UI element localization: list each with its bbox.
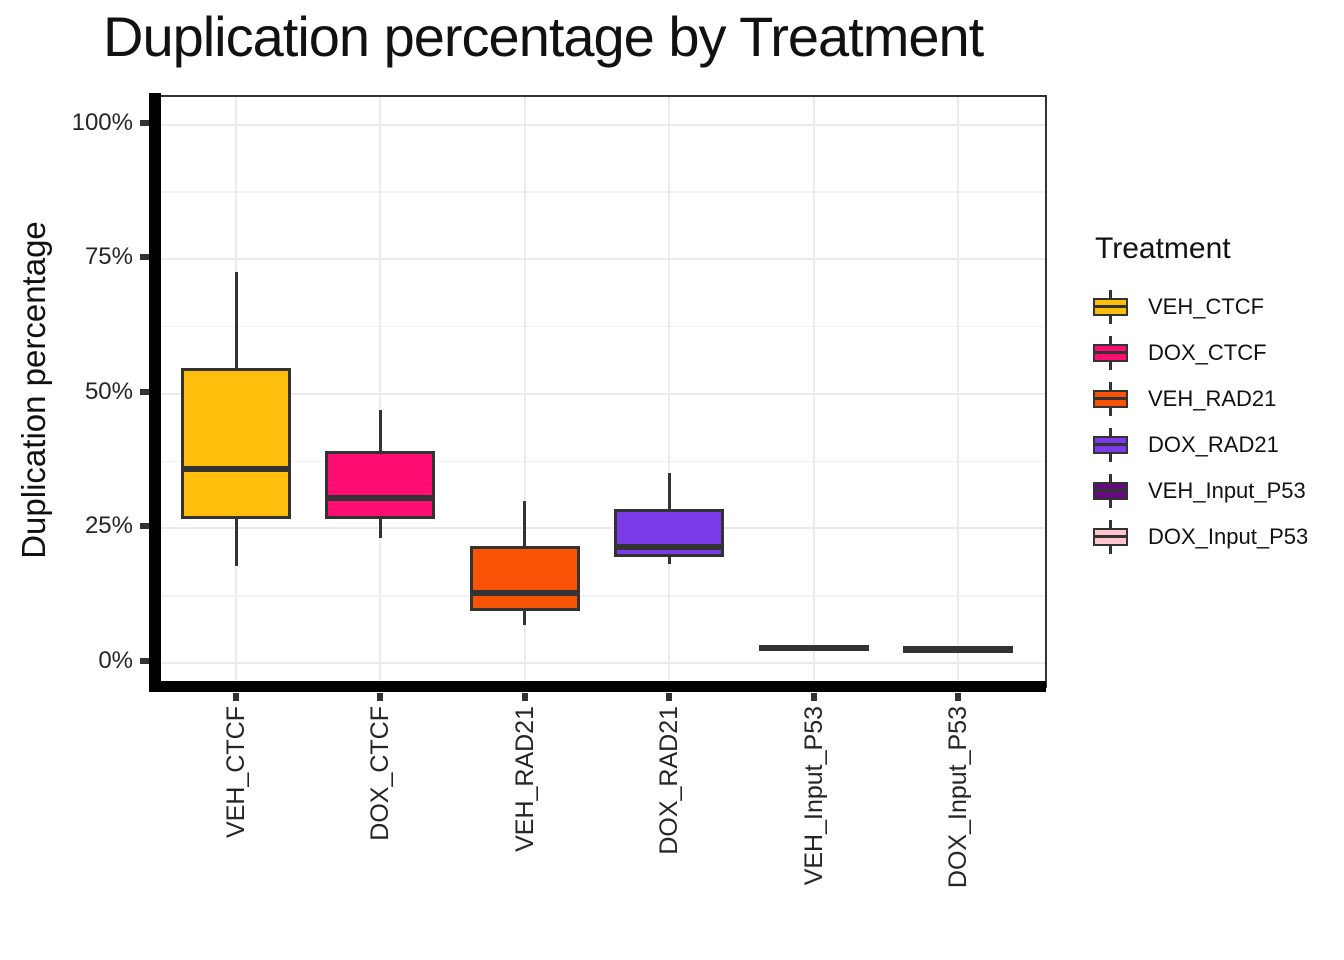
- legend-item-label: DOX_CTCF: [1148, 340, 1267, 365]
- legend-key-median: [1095, 443, 1126, 446]
- major-gridline: [161, 123, 1045, 126]
- vertical-gridline: [957, 97, 959, 688]
- legend-item-label: VEH_RAD21: [1148, 386, 1277, 411]
- major-gridline: [161, 527, 1045, 530]
- major-gridline: [161, 258, 1045, 261]
- y-tick-mark: [140, 119, 149, 126]
- vertical-gridline: [812, 97, 815, 688]
- box-rect: [469, 545, 580, 611]
- legend-key-boxplot-icon: [1093, 474, 1128, 508]
- x-tick-mark: [666, 693, 673, 701]
- legend-key-boxplot-icon: [1093, 290, 1128, 324]
- minor-gridline: [161, 325, 1045, 328]
- legend-item-label: VEH_Input_P53: [1148, 478, 1306, 503]
- y-tick-label: 50%: [84, 377, 133, 405]
- x-tick-mark: [377, 693, 384, 701]
- major-gridline: [161, 662, 1045, 664]
- y-axis-line: [149, 93, 161, 692]
- x-tick-mark: [955, 693, 961, 701]
- x-tick-label: VEH_Input_P53: [799, 706, 828, 886]
- box-median: [325, 495, 436, 502]
- box-median: [614, 544, 725, 551]
- vertical-gridline: [523, 97, 526, 688]
- y-tick-label: 0%: [98, 647, 133, 674]
- y-tick-mark: [140, 658, 149, 664]
- box-rect: [181, 368, 291, 520]
- x-tick-label: DOX_Input_P53: [944, 706, 972, 889]
- legend-key-boxplot-icon: [1093, 428, 1128, 462]
- chart-title: Duplication percentage by Treatment: [103, 5, 984, 68]
- y-tick-label: 25%: [84, 512, 133, 540]
- vertical-gridline: [668, 97, 671, 688]
- legend-key-boxplot-icon: [1093, 382, 1128, 416]
- x-tick-mark: [810, 693, 817, 701]
- x-tick-mark: [233, 693, 239, 701]
- minor-gridline: [161, 460, 1045, 463]
- legend-key-median: [1095, 489, 1126, 492]
- y-tick-label: 100%: [71, 108, 133, 136]
- legend-key-boxplot-icon: [1093, 520, 1128, 554]
- legend-item-label: DOX_Input_P53: [1148, 524, 1309, 549]
- legend-key-median: [1095, 351, 1126, 354]
- y-tick-mark: [140, 254, 149, 261]
- x-tick-mark: [521, 693, 528, 701]
- plot-panel: [161, 95, 1047, 688]
- x-axis-line: [149, 681, 1046, 692]
- y-tick-label: 75%: [84, 243, 133, 271]
- major-gridline: [161, 392, 1045, 395]
- box-median: [903, 646, 1013, 653]
- legend-title: Treatment: [1095, 232, 1231, 265]
- legend-item-label: VEH_CTCF: [1148, 294, 1265, 319]
- legend-key-median: [1095, 397, 1126, 400]
- vertical-gridline: [379, 97, 382, 688]
- legend-key-median: [1095, 535, 1126, 538]
- box-rect: [325, 451, 436, 520]
- x-tick-label: DOX_CTCF: [366, 706, 395, 841]
- box-median: [469, 589, 580, 596]
- box-median: [758, 644, 869, 651]
- minor-gridline: [161, 191, 1045, 193]
- x-tick-label: VEH_RAD21: [510, 706, 539, 852]
- legend-key-boxplot-icon: [1093, 336, 1128, 370]
- legend-item-label: DOX_RAD21: [1148, 432, 1279, 457]
- y-tick-mark: [140, 523, 149, 530]
- x-tick-label: DOX_RAD21: [655, 706, 684, 855]
- x-tick-label: VEH_CTCF: [222, 706, 250, 838]
- box-median: [181, 466, 291, 473]
- legend-key-median: [1095, 305, 1126, 308]
- y-tick-mark: [140, 388, 149, 395]
- minor-gridline: [161, 595, 1045, 597]
